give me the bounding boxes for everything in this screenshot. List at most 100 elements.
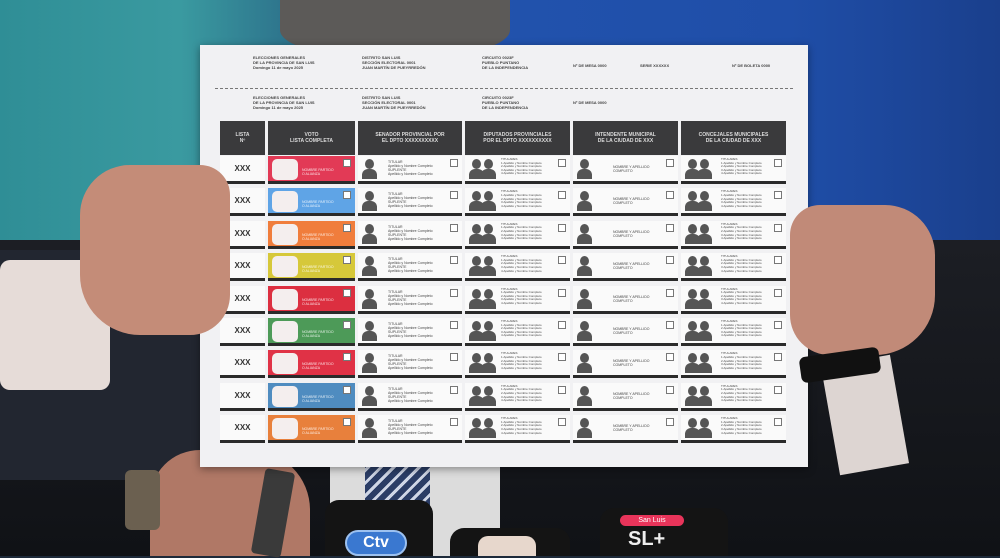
deputies-text: TITULARES 1 Apellido y Nombre Completo 2… (501, 189, 542, 208)
party-full-list-vote[interactable]: NOMBRE PARTIDO O ALIANZA (268, 156, 355, 184)
vote-checkbox[interactable] (666, 321, 674, 329)
vote-checkbox[interactable] (666, 223, 674, 232)
senator-option[interactable]: TITULAR Apellido y Nombre Completo SUPLE… (358, 285, 462, 314)
senator-option[interactable]: TITULAR Apellido y Nombre Completo SUPLE… (358, 318, 462, 346)
vote-checkbox[interactable] (666, 353, 674, 362)
vote-checkbox[interactable] (558, 418, 566, 427)
deputies-option[interactable]: TITULARES 1 Apellido y Nombre Completo 2… (465, 382, 570, 411)
mayor-option[interactable]: NOMBRE Y APELLIDO COMPLETO (573, 253, 678, 282)
vote-checkbox[interactable] (450, 256, 458, 265)
vote-checkbox[interactable] (343, 223, 351, 232)
deputies-option[interactable]: TITULARES 1 Apellido y Nombre Completo 2… (465, 415, 570, 444)
mayor-option[interactable]: NOMBRE Y APELLIDO COMPLETO (573, 318, 678, 346)
vote-checkbox[interactable] (558, 191, 566, 200)
header-district: DISTRITO SAN LUIS SECCIÓN ELECTORAL 0001… (362, 95, 426, 110)
vote-checkbox[interactable] (450, 353, 458, 362)
senator-option[interactable]: TITULAR Apellido y Nombre Completo SUPLE… (358, 188, 462, 217)
vote-checkbox[interactable] (343, 321, 351, 329)
senator-text: TITULAR Apellido y Nombre Completo SUPLE… (388, 257, 433, 274)
mayor-option[interactable]: NOMBRE Y APELLIDO COMPLETO (573, 382, 678, 411)
senator-option[interactable]: TITULAR Apellido y Nombre Completo SUPLE… (358, 382, 462, 411)
vote-checkbox[interactable] (666, 288, 674, 297)
vote-checkbox[interactable] (450, 418, 458, 427)
vote-checkbox[interactable] (558, 321, 566, 329)
council-option[interactable]: TITULARES 1 Apellido y Nombre Completo 2… (681, 415, 786, 444)
vote-checkbox[interactable] (774, 353, 782, 362)
mayor-text: NOMBRE Y APELLIDO COMPLETO (613, 327, 650, 335)
senator-option[interactable]: TITULAR Apellido y Nombre Completo SUPLE… (358, 156, 462, 184)
deputies-option[interactable]: TITULARES 1 Apellido y Nombre Completo 2… (465, 188, 570, 217)
council-option[interactable]: TITULARES 1 Apellido y Nombre Completo 2… (681, 220, 786, 249)
senator-text: TITULAR Apellido y Nombre Completo SUPLE… (388, 322, 433, 338)
party-full-list-vote[interactable]: NOMBRE PARTIDO O ALIANZA (268, 253, 355, 282)
council-option[interactable]: TITULARES 1 Apellido y Nombre Completo 2… (681, 318, 786, 346)
council-option[interactable]: TITULARES 1 Apellido y Nombre Completo 2… (681, 188, 786, 217)
deputies-option[interactable]: TITULARES 1 Apellido y Nombre Completo 2… (465, 318, 570, 346)
vote-checkbox[interactable] (558, 353, 566, 362)
vote-checkbox[interactable] (774, 223, 782, 232)
party-full-list-vote[interactable]: NOMBRE PARTIDO O ALIANZA (268, 415, 355, 444)
party-full-list-vote[interactable]: NOMBRE PARTIDO O ALIANZA (268, 318, 355, 346)
deputies-option[interactable]: TITULARES 1 Apellido y Nombre Completo 2… (465, 220, 570, 249)
vote-checkbox[interactable] (558, 288, 566, 297)
deputies-option[interactable]: TITULARES 1 Apellido y Nombre Completo 2… (465, 350, 570, 379)
vote-checkbox[interactable] (343, 256, 351, 265)
mayor-option[interactable]: NOMBRE Y APELLIDO COMPLETO (573, 285, 678, 314)
vote-checkbox[interactable] (666, 385, 674, 394)
ballot-row: XXX NOMBRE PARTIDO O ALIANZA TITULAR Apell… (220, 382, 786, 414)
council-option[interactable]: TITULARES 1 Apellido y Nombre Completo 2… (681, 382, 786, 411)
party-logo (272, 321, 298, 342)
senator-option[interactable]: TITULAR Apellido y Nombre Completo SUPLE… (358, 253, 462, 282)
vote-checkbox[interactable] (343, 353, 351, 362)
senator-option[interactable]: TITULAR Apellido y Nombre Completo SUPLE… (358, 220, 462, 249)
vote-checkbox[interactable] (343, 418, 351, 427)
vote-checkbox[interactable] (343, 191, 351, 200)
vote-checkbox[interactable] (666, 159, 674, 167)
vote-checkbox[interactable] (774, 418, 782, 427)
vote-checkbox[interactable] (666, 256, 674, 265)
vote-checkbox[interactable] (774, 385, 782, 394)
council-option[interactable]: TITULARES 1 Apellido y Nombre Completo 2… (681, 350, 786, 379)
council-option[interactable]: TITULARES 1 Apellido y Nombre Completo 2… (681, 253, 786, 282)
vote-checkbox[interactable] (343, 288, 351, 297)
vote-checkbox[interactable] (774, 256, 782, 265)
vote-checkbox[interactable] (450, 159, 458, 167)
vote-checkbox[interactable] (343, 159, 351, 167)
vote-checkbox[interactable] (558, 256, 566, 265)
vote-checkbox[interactable] (774, 191, 782, 200)
council-option[interactable]: TITULARES 1 Apellido y Nombre Completo 2… (681, 285, 786, 314)
vote-checkbox[interactable] (450, 191, 458, 200)
mayor-option[interactable]: NOMBRE Y APELLIDO COMPLETO (573, 415, 678, 444)
vote-checkbox[interactable] (450, 385, 458, 394)
vote-checkbox[interactable] (666, 418, 674, 427)
mayor-option[interactable]: NOMBRE Y APELLIDO COMPLETO (573, 188, 678, 217)
vote-checkbox[interactable] (450, 288, 458, 297)
vote-checkbox[interactable] (774, 159, 782, 167)
candidates-silhouette-icon (685, 384, 715, 406)
vote-checkbox[interactable] (343, 385, 351, 394)
party-full-list-vote[interactable]: NOMBRE PARTIDO O ALIANZA (268, 285, 355, 314)
vote-checkbox[interactable] (774, 321, 782, 329)
mayor-option[interactable]: NOMBRE Y APELLIDO COMPLETO (573, 350, 678, 379)
vote-checkbox[interactable] (450, 321, 458, 329)
deputies-option[interactable]: TITULARES 1 Apellido y Nombre Completo 2… (465, 253, 570, 282)
vote-checkbox[interactable] (450, 223, 458, 232)
mayor-option[interactable]: NOMBRE Y APELLIDO COMPLETO (573, 220, 678, 249)
senator-option[interactable]: TITULAR Apellido y Nombre Completo SUPLE… (358, 415, 462, 444)
party-full-list-vote[interactable]: NOMBRE PARTIDO O ALIANZA (268, 188, 355, 217)
party-full-list-vote[interactable]: NOMBRE PARTIDO O ALIANZA (268, 220, 355, 249)
council-option[interactable]: TITULARES 1 Apellido y Nombre Completo 2… (681, 156, 786, 184)
party-full-list-vote[interactable]: NOMBRE PARTIDO O ALIANZA (268, 350, 355, 379)
vote-checkbox[interactable] (558, 385, 566, 394)
vote-checkbox[interactable] (774, 288, 782, 297)
deputies-option[interactable]: TITULARES 1 Apellido y Nombre Completo 2… (465, 156, 570, 184)
deputies-option[interactable]: TITULARES 1 Apellido y Nombre Completo 2… (465, 285, 570, 314)
vote-checkbox[interactable] (666, 191, 674, 200)
vote-checkbox[interactable] (558, 159, 566, 167)
vote-checkbox[interactable] (558, 223, 566, 232)
mayor-option[interactable]: NOMBRE Y APELLIDO COMPLETO (573, 156, 678, 184)
party-full-list-vote[interactable]: NOMBRE PARTIDO O ALIANZA (268, 382, 355, 411)
senator-option[interactable]: TITULAR Apellido y Nombre Completo SUPLE… (358, 350, 462, 379)
party-name: NOMBRE PARTIDO O ALIANZA (302, 265, 334, 274)
deputies-text: TITULARES 1 Apellido y Nombre Completo 2… (501, 351, 542, 370)
